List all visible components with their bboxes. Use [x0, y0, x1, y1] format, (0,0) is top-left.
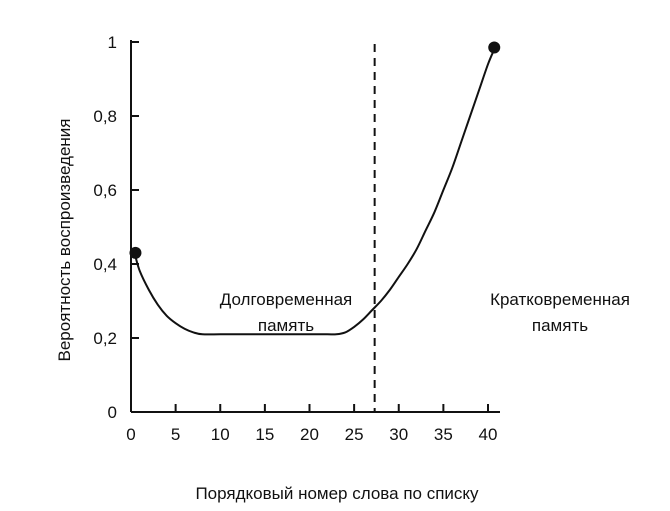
x-tick-label: 5: [171, 425, 180, 444]
y-tick-label: 0,4: [93, 255, 117, 274]
x-tick-label: 15: [255, 425, 274, 444]
x-tick-label: 35: [434, 425, 453, 444]
annotation-long-term-line1: Долговременная: [220, 290, 353, 309]
x-ticks: 0 5 10 15 20 25 30 35 40: [126, 404, 497, 444]
data-point: [129, 246, 142, 259]
x-axis-title: Порядковый номер слова по списку: [195, 484, 479, 503]
annotation-short-term-line2: память: [532, 316, 588, 335]
x-tick-label: 0: [126, 425, 135, 444]
x-tick-label: 20: [300, 425, 319, 444]
y-ticks: 0 0,2 0,4 0,6 0,8 1: [93, 33, 139, 422]
annotation-short-term-line1: Кратковременная: [490, 290, 630, 309]
markers: [129, 41, 501, 259]
series: [134, 49, 496, 336]
y-axis-title: Вероятность воспроизведения: [55, 119, 74, 362]
annotation-long-term-line2: память: [258, 316, 314, 335]
y-tick-label: 0,2: [93, 329, 117, 348]
y-tick-label: 0,8: [93, 107, 117, 126]
x-tick-label: 25: [345, 425, 364, 444]
series-line: [134, 49, 496, 336]
y-tick-label: 0,6: [93, 181, 117, 200]
x-tick-label: 10: [211, 425, 230, 444]
x-tick-label: 40: [479, 425, 498, 444]
x-tick-label: 30: [389, 425, 408, 444]
data-point: [488, 41, 501, 54]
y-tick-label: 0: [108, 403, 117, 422]
y-tick-label: 1: [108, 33, 117, 52]
